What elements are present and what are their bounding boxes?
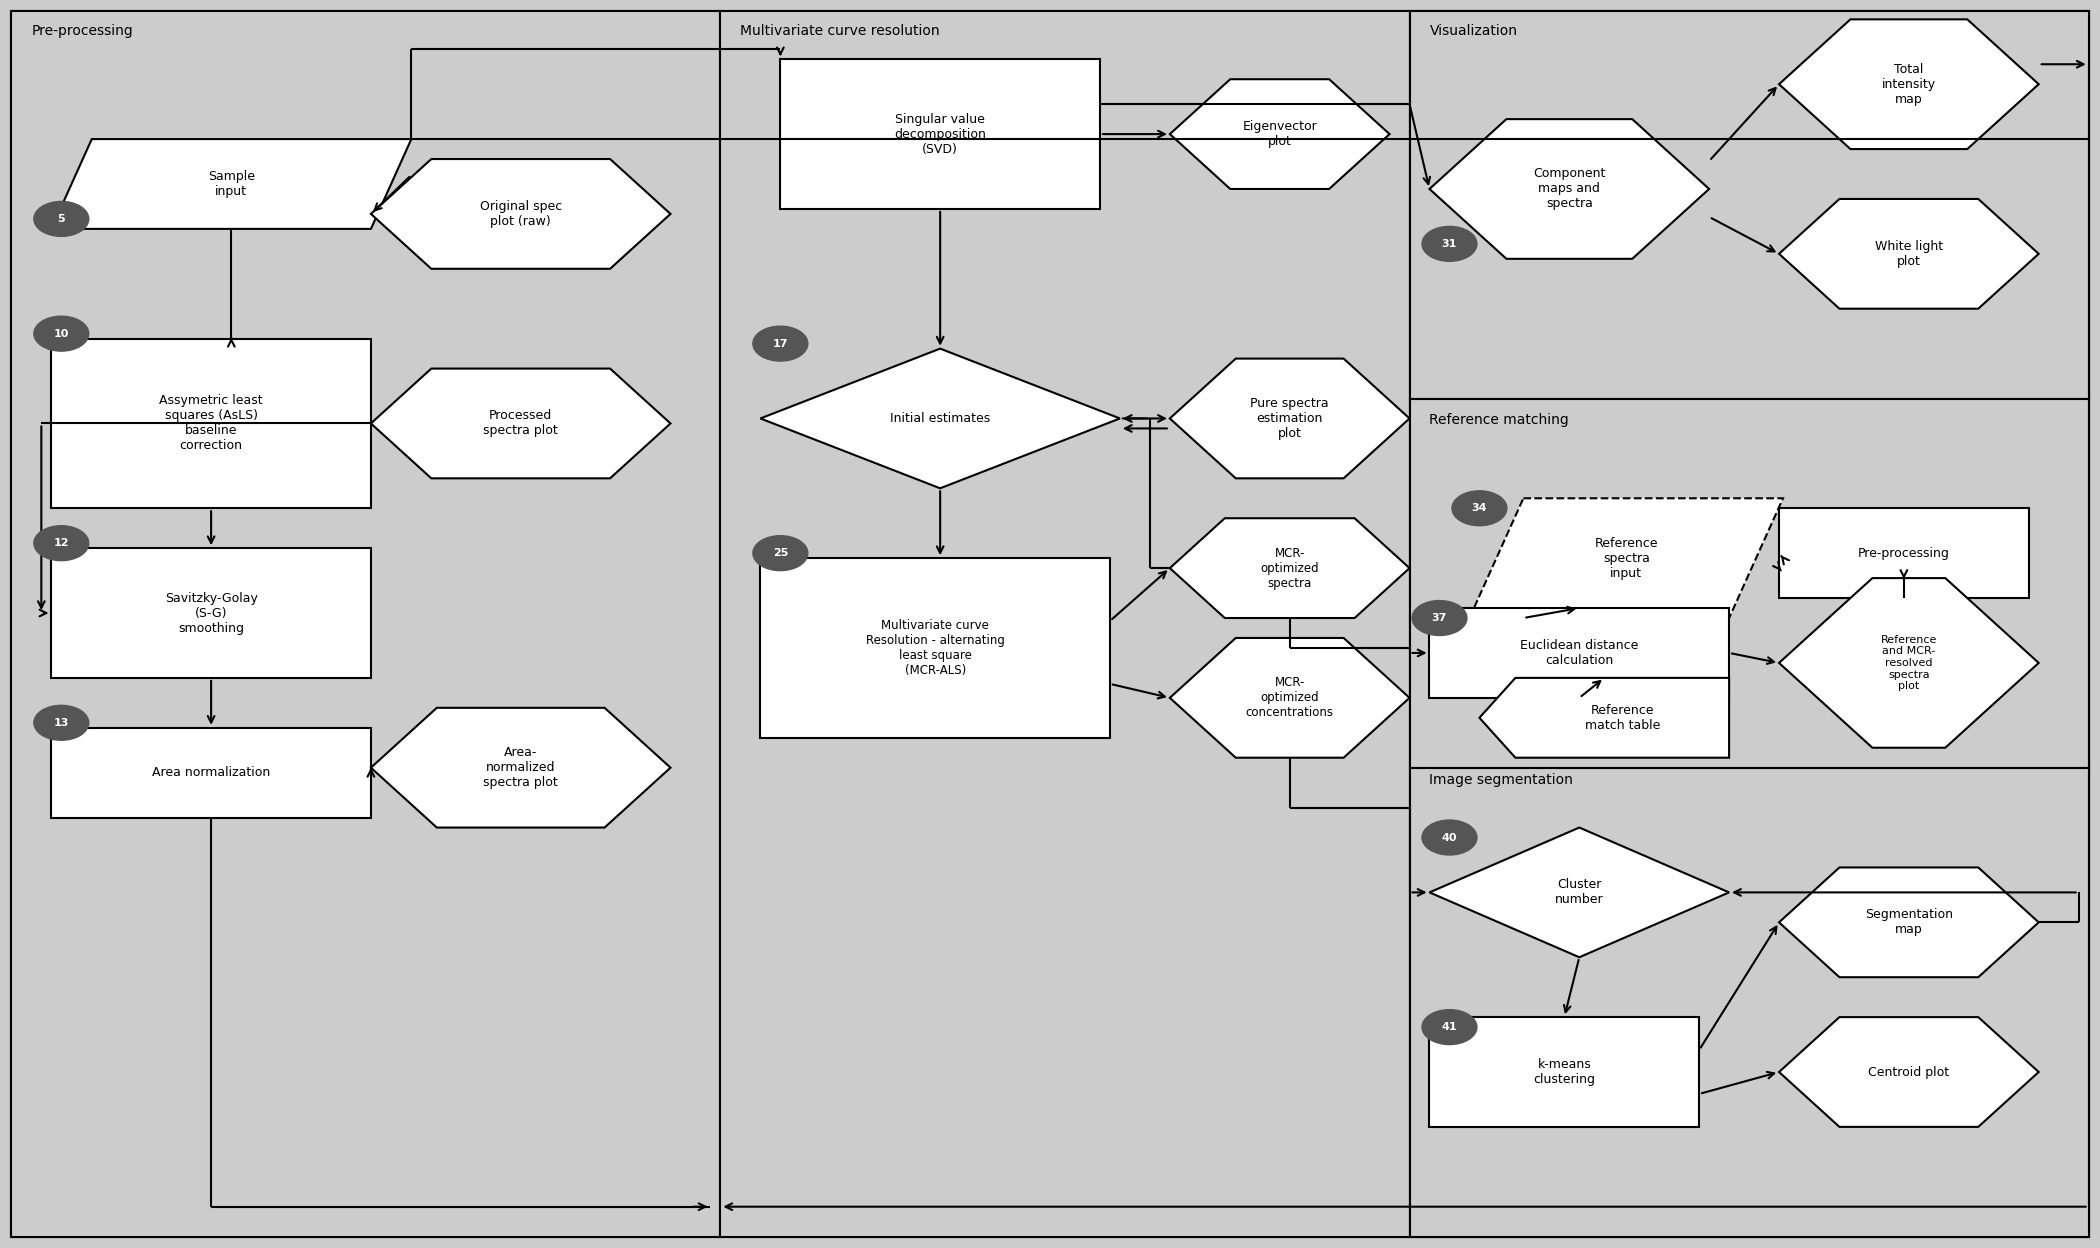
Text: Segmentation
map: Segmentation map [1865, 909, 1953, 936]
Text: Sample
input: Sample input [208, 170, 254, 198]
FancyBboxPatch shape [1409, 11, 2090, 398]
FancyBboxPatch shape [50, 728, 372, 817]
Text: Euclidean distance
calculation: Euclidean distance calculation [1520, 639, 1638, 666]
FancyBboxPatch shape [1779, 508, 2029, 598]
Ellipse shape [34, 316, 88, 351]
Ellipse shape [1422, 820, 1476, 855]
Ellipse shape [754, 326, 808, 361]
FancyBboxPatch shape [720, 11, 1409, 1237]
Text: MCR-
optimized
concentrations: MCR- optimized concentrations [1245, 676, 1334, 719]
Text: 17: 17 [773, 338, 788, 348]
Text: Total
intensity
map: Total intensity map [1882, 62, 1936, 106]
Polygon shape [372, 158, 670, 268]
Text: k-means
clustering: k-means clustering [1533, 1058, 1596, 1086]
FancyBboxPatch shape [781, 59, 1100, 208]
Text: Image segmentation: Image segmentation [1430, 773, 1573, 786]
Ellipse shape [34, 705, 88, 740]
Text: Pre-processing: Pre-processing [1858, 547, 1949, 559]
Text: Initial estimates: Initial estimates [890, 412, 991, 426]
Ellipse shape [754, 535, 808, 570]
Polygon shape [760, 348, 1119, 488]
Polygon shape [1170, 358, 1409, 478]
Ellipse shape [34, 201, 88, 236]
FancyBboxPatch shape [1409, 768, 2090, 1237]
Ellipse shape [1422, 1010, 1476, 1045]
Text: Processed
spectra plot: Processed spectra plot [483, 409, 559, 438]
Text: Reference
and MCR-
resolved
spectra
plot: Reference and MCR- resolved spectra plot [1882, 635, 1936, 691]
Polygon shape [1779, 867, 2039, 977]
Polygon shape [372, 708, 670, 827]
Text: Multivariate curve resolution: Multivariate curve resolution [741, 25, 941, 39]
Polygon shape [1478, 678, 1728, 758]
Text: 12: 12 [55, 538, 69, 548]
Text: 31: 31 [1443, 238, 1457, 248]
Text: MCR-
optimized
spectra: MCR- optimized spectra [1260, 547, 1319, 589]
Polygon shape [1779, 198, 2039, 308]
Polygon shape [1430, 827, 1728, 957]
Polygon shape [50, 139, 412, 228]
FancyBboxPatch shape [10, 11, 720, 1237]
Text: 10: 10 [55, 328, 69, 338]
Text: Reference
match table: Reference match table [1586, 704, 1659, 731]
Polygon shape [1779, 578, 2039, 748]
Text: 40: 40 [1443, 832, 1457, 842]
Text: Area-
normalized
spectra plot: Area- normalized spectra plot [483, 746, 559, 789]
Polygon shape [1779, 1017, 2039, 1127]
FancyBboxPatch shape [760, 558, 1111, 738]
Text: 41: 41 [1443, 1022, 1457, 1032]
Text: 5: 5 [57, 213, 65, 223]
Polygon shape [1170, 518, 1409, 618]
FancyBboxPatch shape [1409, 398, 2090, 768]
Text: Singular value
decomposition
(SVD): Singular value decomposition (SVD) [895, 112, 987, 156]
Ellipse shape [1411, 600, 1468, 635]
Polygon shape [1430, 119, 1709, 258]
FancyBboxPatch shape [1430, 1017, 1699, 1127]
Ellipse shape [1422, 226, 1476, 261]
Text: Assymetric least
squares (AsLS)
baseline
correction: Assymetric least squares (AsLS) baseline… [160, 394, 262, 453]
Polygon shape [1170, 79, 1390, 188]
Text: Original spec
plot (raw): Original spec plot (raw) [479, 200, 563, 228]
Text: Visualization: Visualization [1430, 25, 1518, 39]
FancyBboxPatch shape [1409, 11, 2090, 1237]
Ellipse shape [34, 525, 88, 560]
Text: Savitzky-Golay
(S-G)
smoothing: Savitzky-Golay (S-G) smoothing [164, 592, 258, 634]
Text: Multivariate curve
Resolution - alternating
least square
(MCR-ALS): Multivariate curve Resolution - alternat… [865, 619, 1004, 676]
Text: White light
plot: White light plot [1875, 240, 1942, 268]
FancyBboxPatch shape [1430, 608, 1728, 698]
FancyBboxPatch shape [50, 338, 372, 508]
Text: Reference
spectra
input: Reference spectra input [1594, 537, 1659, 579]
Polygon shape [1170, 638, 1409, 758]
Text: 34: 34 [1472, 503, 1487, 513]
Text: Component
maps and
spectra: Component maps and spectra [1533, 167, 1606, 211]
Text: 25: 25 [773, 548, 788, 558]
Text: Eigenvector
plot: Eigenvector plot [1243, 120, 1317, 149]
Text: Centroid plot: Centroid plot [1869, 1066, 1949, 1078]
Polygon shape [1779, 20, 2039, 149]
Text: 37: 37 [1432, 613, 1447, 623]
Polygon shape [372, 368, 670, 478]
Ellipse shape [1451, 490, 1508, 525]
Text: Pure spectra
estimation
plot: Pure spectra estimation plot [1250, 397, 1329, 441]
Text: Area normalization: Area normalization [151, 766, 271, 779]
Polygon shape [1470, 498, 1783, 618]
FancyBboxPatch shape [50, 548, 372, 678]
Text: 13: 13 [55, 718, 69, 728]
Text: Reference matching: Reference matching [1430, 413, 1569, 428]
FancyBboxPatch shape [10, 11, 2090, 1237]
Text: Pre-processing: Pre-processing [32, 25, 132, 39]
Text: Cluster
number: Cluster number [1554, 879, 1604, 906]
